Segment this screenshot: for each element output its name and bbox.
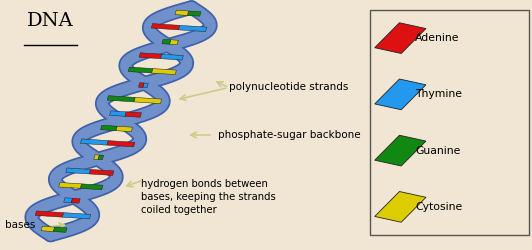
Text: Adenine: Adenine	[415, 33, 460, 43]
Polygon shape	[375, 79, 426, 110]
Polygon shape	[375, 192, 426, 222]
Polygon shape	[53, 227, 67, 232]
Polygon shape	[151, 24, 180, 30]
FancyBboxPatch shape	[370, 10, 529, 235]
Polygon shape	[375, 23, 426, 54]
Polygon shape	[187, 11, 201, 16]
Polygon shape	[138, 83, 144, 87]
Polygon shape	[134, 98, 162, 103]
Polygon shape	[110, 111, 126, 116]
Polygon shape	[128, 67, 153, 73]
Polygon shape	[71, 198, 80, 203]
Polygon shape	[175, 10, 189, 16]
Text: polynucleotide strands: polynucleotide strands	[229, 82, 348, 92]
Polygon shape	[64, 198, 72, 203]
Polygon shape	[65, 168, 90, 174]
Text: phosphate-sugar backbone: phosphate-sugar backbone	[218, 130, 361, 140]
Polygon shape	[139, 53, 162, 59]
Text: DNA: DNA	[27, 12, 73, 30]
Polygon shape	[41, 226, 55, 232]
Polygon shape	[59, 182, 81, 188]
Polygon shape	[178, 25, 207, 32]
Polygon shape	[161, 54, 184, 60]
Polygon shape	[107, 141, 135, 147]
Polygon shape	[80, 139, 109, 145]
Polygon shape	[80, 184, 103, 190]
Polygon shape	[143, 83, 148, 88]
Text: hydrogen bonds between
bases, keeping the strands
coiled together: hydrogen bonds between bases, keeping th…	[141, 179, 276, 215]
Polygon shape	[94, 155, 99, 160]
Text: Cytosine: Cytosine	[415, 202, 462, 212]
Text: Thymine: Thymine	[415, 90, 462, 99]
Text: Guanine: Guanine	[415, 146, 460, 156]
Polygon shape	[62, 213, 91, 219]
Polygon shape	[35, 211, 64, 217]
Polygon shape	[125, 112, 142, 117]
Polygon shape	[375, 135, 426, 166]
Polygon shape	[101, 125, 117, 131]
Polygon shape	[98, 155, 104, 160]
Polygon shape	[170, 40, 178, 45]
Polygon shape	[162, 39, 171, 44]
Polygon shape	[107, 96, 135, 102]
Polygon shape	[152, 68, 177, 74]
Text: bases: bases	[5, 220, 36, 230]
Polygon shape	[116, 126, 132, 132]
Polygon shape	[89, 170, 114, 175]
